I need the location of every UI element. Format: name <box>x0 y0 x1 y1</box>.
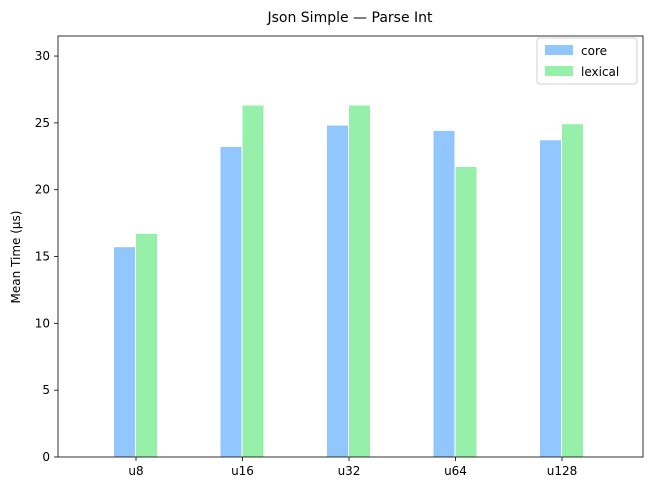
legend-label-lexical: lexical <box>581 65 619 79</box>
y-tick-label: 0 <box>42 450 50 464</box>
bar-lexical-u128 <box>562 124 583 457</box>
legend-label-core: core <box>581 44 607 58</box>
y-tick-label: 25 <box>35 116 50 130</box>
bar-lexical-u32 <box>349 105 370 457</box>
bar-lexical-u64 <box>455 166 477 457</box>
plot-frame <box>57 35 644 458</box>
bar-core-u64 <box>433 130 455 457</box>
x-tick-label: u32 <box>338 464 361 478</box>
y-tick-label: 5 <box>42 383 50 397</box>
y-tick-label: 15 <box>35 250 50 264</box>
y-tick-label: 30 <box>35 49 50 63</box>
y-axis-label: Mean Time (µs) <box>9 211 23 304</box>
bar-core-u128 <box>540 140 561 457</box>
bar-core-u16 <box>220 146 242 457</box>
legend-swatch-lexical <box>545 66 573 76</box>
chart-title: Json Simple — Parse Int <box>266 10 433 26</box>
bar-lexical-u16 <box>242 105 264 457</box>
x-tick-label: u8 <box>128 464 143 478</box>
x-tick-label: u128 <box>547 464 578 478</box>
legend-swatch-core <box>545 45 573 55</box>
x-tick-label: u16 <box>231 464 254 478</box>
x-tick-label: u64 <box>444 464 467 478</box>
y-tick-label: 10 <box>35 316 50 330</box>
bar-core-u32 <box>327 125 348 458</box>
bar-lexical-u8 <box>136 233 157 457</box>
bar-core-u8 <box>114 247 135 457</box>
legend: core lexical <box>536 37 638 85</box>
y-tick-label: 20 <box>35 183 50 197</box>
